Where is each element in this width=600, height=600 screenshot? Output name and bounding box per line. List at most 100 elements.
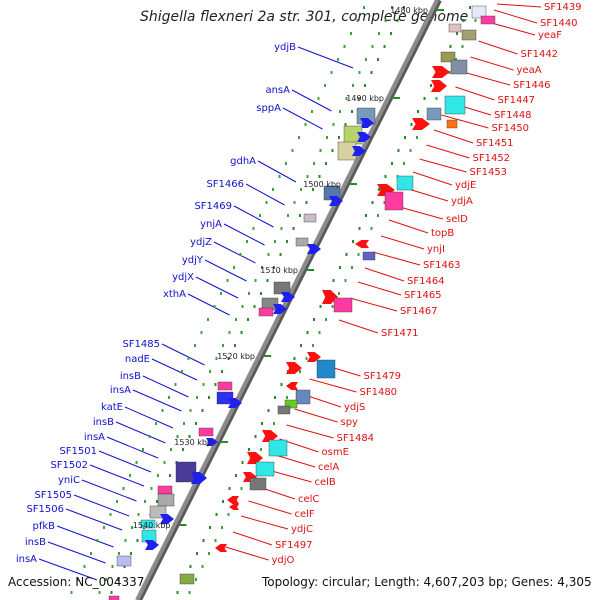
gene-label-right: topB bbox=[431, 228, 454, 239]
backbone-dots bbox=[70, 6, 483, 594]
gene-label-right: SF1463 bbox=[423, 260, 461, 271]
track-dot bbox=[137, 513, 140, 516]
track-dot bbox=[156, 500, 158, 503]
track-dot bbox=[130, 552, 132, 555]
track-dot bbox=[214, 539, 217, 542]
label-connector bbox=[496, 3, 542, 8]
track-dot bbox=[274, 396, 276, 399]
track-dot bbox=[77, 578, 79, 581]
gene-label-left: insA bbox=[16, 554, 37, 565]
gene-labels: ydjB ansA sppA gdhA SF1466 SF1469 ynjA ydjZ ydjY… bbox=[16, 2, 582, 566]
feature-block bbox=[461, 29, 477, 41]
track-dot bbox=[461, 45, 464, 48]
track-dot bbox=[241, 461, 244, 464]
gene-label-left: nadE bbox=[125, 354, 150, 365]
feature-arrow bbox=[228, 398, 242, 408]
gene-label-right: selD bbox=[446, 214, 468, 225]
gene-label-left: xthA bbox=[163, 289, 186, 300]
track-dot bbox=[176, 435, 179, 438]
track-dot bbox=[319, 149, 322, 152]
label-connector bbox=[106, 436, 159, 459]
gene-label-right: SF1450 bbox=[492, 123, 530, 134]
track-dot bbox=[148, 435, 151, 438]
track-dot bbox=[435, 97, 438, 100]
track-dot bbox=[240, 487, 243, 490]
track-dot bbox=[305, 357, 308, 360]
track-dot bbox=[254, 279, 257, 282]
feature-block bbox=[384, 191, 404, 211]
feature-arrow bbox=[160, 514, 174, 524]
track-dot bbox=[449, 45, 452, 48]
gene-label-right: SF1447 bbox=[498, 95, 536, 106]
track-dot bbox=[90, 552, 92, 555]
track-dot bbox=[247, 318, 249, 321]
track-dot bbox=[325, 162, 327, 165]
track-dot bbox=[169, 474, 171, 477]
scale-tick-label: 1510 kbp bbox=[260, 266, 298, 275]
track-dot bbox=[287, 214, 289, 217]
label-connector bbox=[132, 389, 182, 412]
gene-label-left: pfkB bbox=[32, 521, 55, 532]
feature-block bbox=[448, 23, 462, 33]
track-dot bbox=[318, 331, 321, 334]
track-dot bbox=[345, 253, 348, 256]
label-connector bbox=[478, 40, 518, 55]
track-dot bbox=[358, 71, 361, 74]
track-dot bbox=[209, 370, 211, 373]
gene-label-left: SF1505 bbox=[34, 490, 72, 501]
track-dot bbox=[317, 97, 320, 100]
track-dot bbox=[378, 32, 380, 35]
track-dot bbox=[83, 565, 86, 568]
gene-label-right: SF1453 bbox=[470, 167, 508, 178]
track-dot bbox=[110, 591, 113, 594]
feature-block bbox=[249, 477, 267, 491]
track-dot bbox=[352, 84, 354, 87]
gene-label-right: ydjA bbox=[451, 196, 473, 207]
track-dot bbox=[215, 513, 218, 516]
feature-block bbox=[426, 107, 442, 121]
track-dot bbox=[351, 110, 353, 113]
track-dot bbox=[332, 123, 335, 126]
label-connector bbox=[426, 144, 470, 159]
gene-label-right: ydjC bbox=[291, 524, 313, 535]
track-dot bbox=[142, 448, 144, 451]
track-dot bbox=[129, 474, 131, 477]
track-dot bbox=[98, 591, 101, 594]
label-connector bbox=[380, 235, 425, 250]
track-dot bbox=[324, 84, 326, 87]
gene-label-left: ydjX bbox=[172, 272, 194, 283]
track-dot bbox=[371, 45, 374, 48]
track-dot bbox=[416, 136, 418, 139]
track-dot bbox=[221, 370, 223, 373]
track-dot bbox=[261, 266, 263, 269]
track-dot bbox=[246, 240, 248, 243]
feature-block bbox=[396, 175, 414, 191]
feature-tracks bbox=[108, 5, 496, 600]
label-connector bbox=[395, 205, 444, 220]
track-dot bbox=[391, 6, 393, 9]
track-dot bbox=[150, 487, 153, 490]
track-dot bbox=[222, 344, 224, 347]
track-dot bbox=[188, 435, 191, 438]
track-dot bbox=[279, 253, 282, 256]
track-dot bbox=[339, 110, 341, 113]
track-dot bbox=[196, 396, 198, 399]
track-dot bbox=[207, 318, 209, 321]
track-dot bbox=[300, 344, 302, 347]
track-dot bbox=[239, 253, 242, 256]
gene-label-right: yeaA bbox=[517, 65, 542, 76]
track-dot bbox=[396, 19, 399, 22]
label-connector bbox=[89, 464, 145, 487]
gene-label-left: SF1506 bbox=[26, 504, 64, 515]
gene-label-left: SF1469 bbox=[194, 201, 232, 212]
track-dot bbox=[103, 526, 105, 529]
track-dot bbox=[332, 279, 335, 282]
gene-label-right: SF1440 bbox=[540, 18, 578, 29]
feature-block bbox=[303, 213, 317, 223]
track-dot bbox=[209, 526, 211, 529]
track-dot bbox=[397, 149, 400, 152]
track-dot bbox=[254, 435, 257, 438]
track-dot bbox=[456, 32, 458, 35]
track-dot bbox=[377, 214, 379, 217]
label-connector bbox=[204, 259, 247, 282]
